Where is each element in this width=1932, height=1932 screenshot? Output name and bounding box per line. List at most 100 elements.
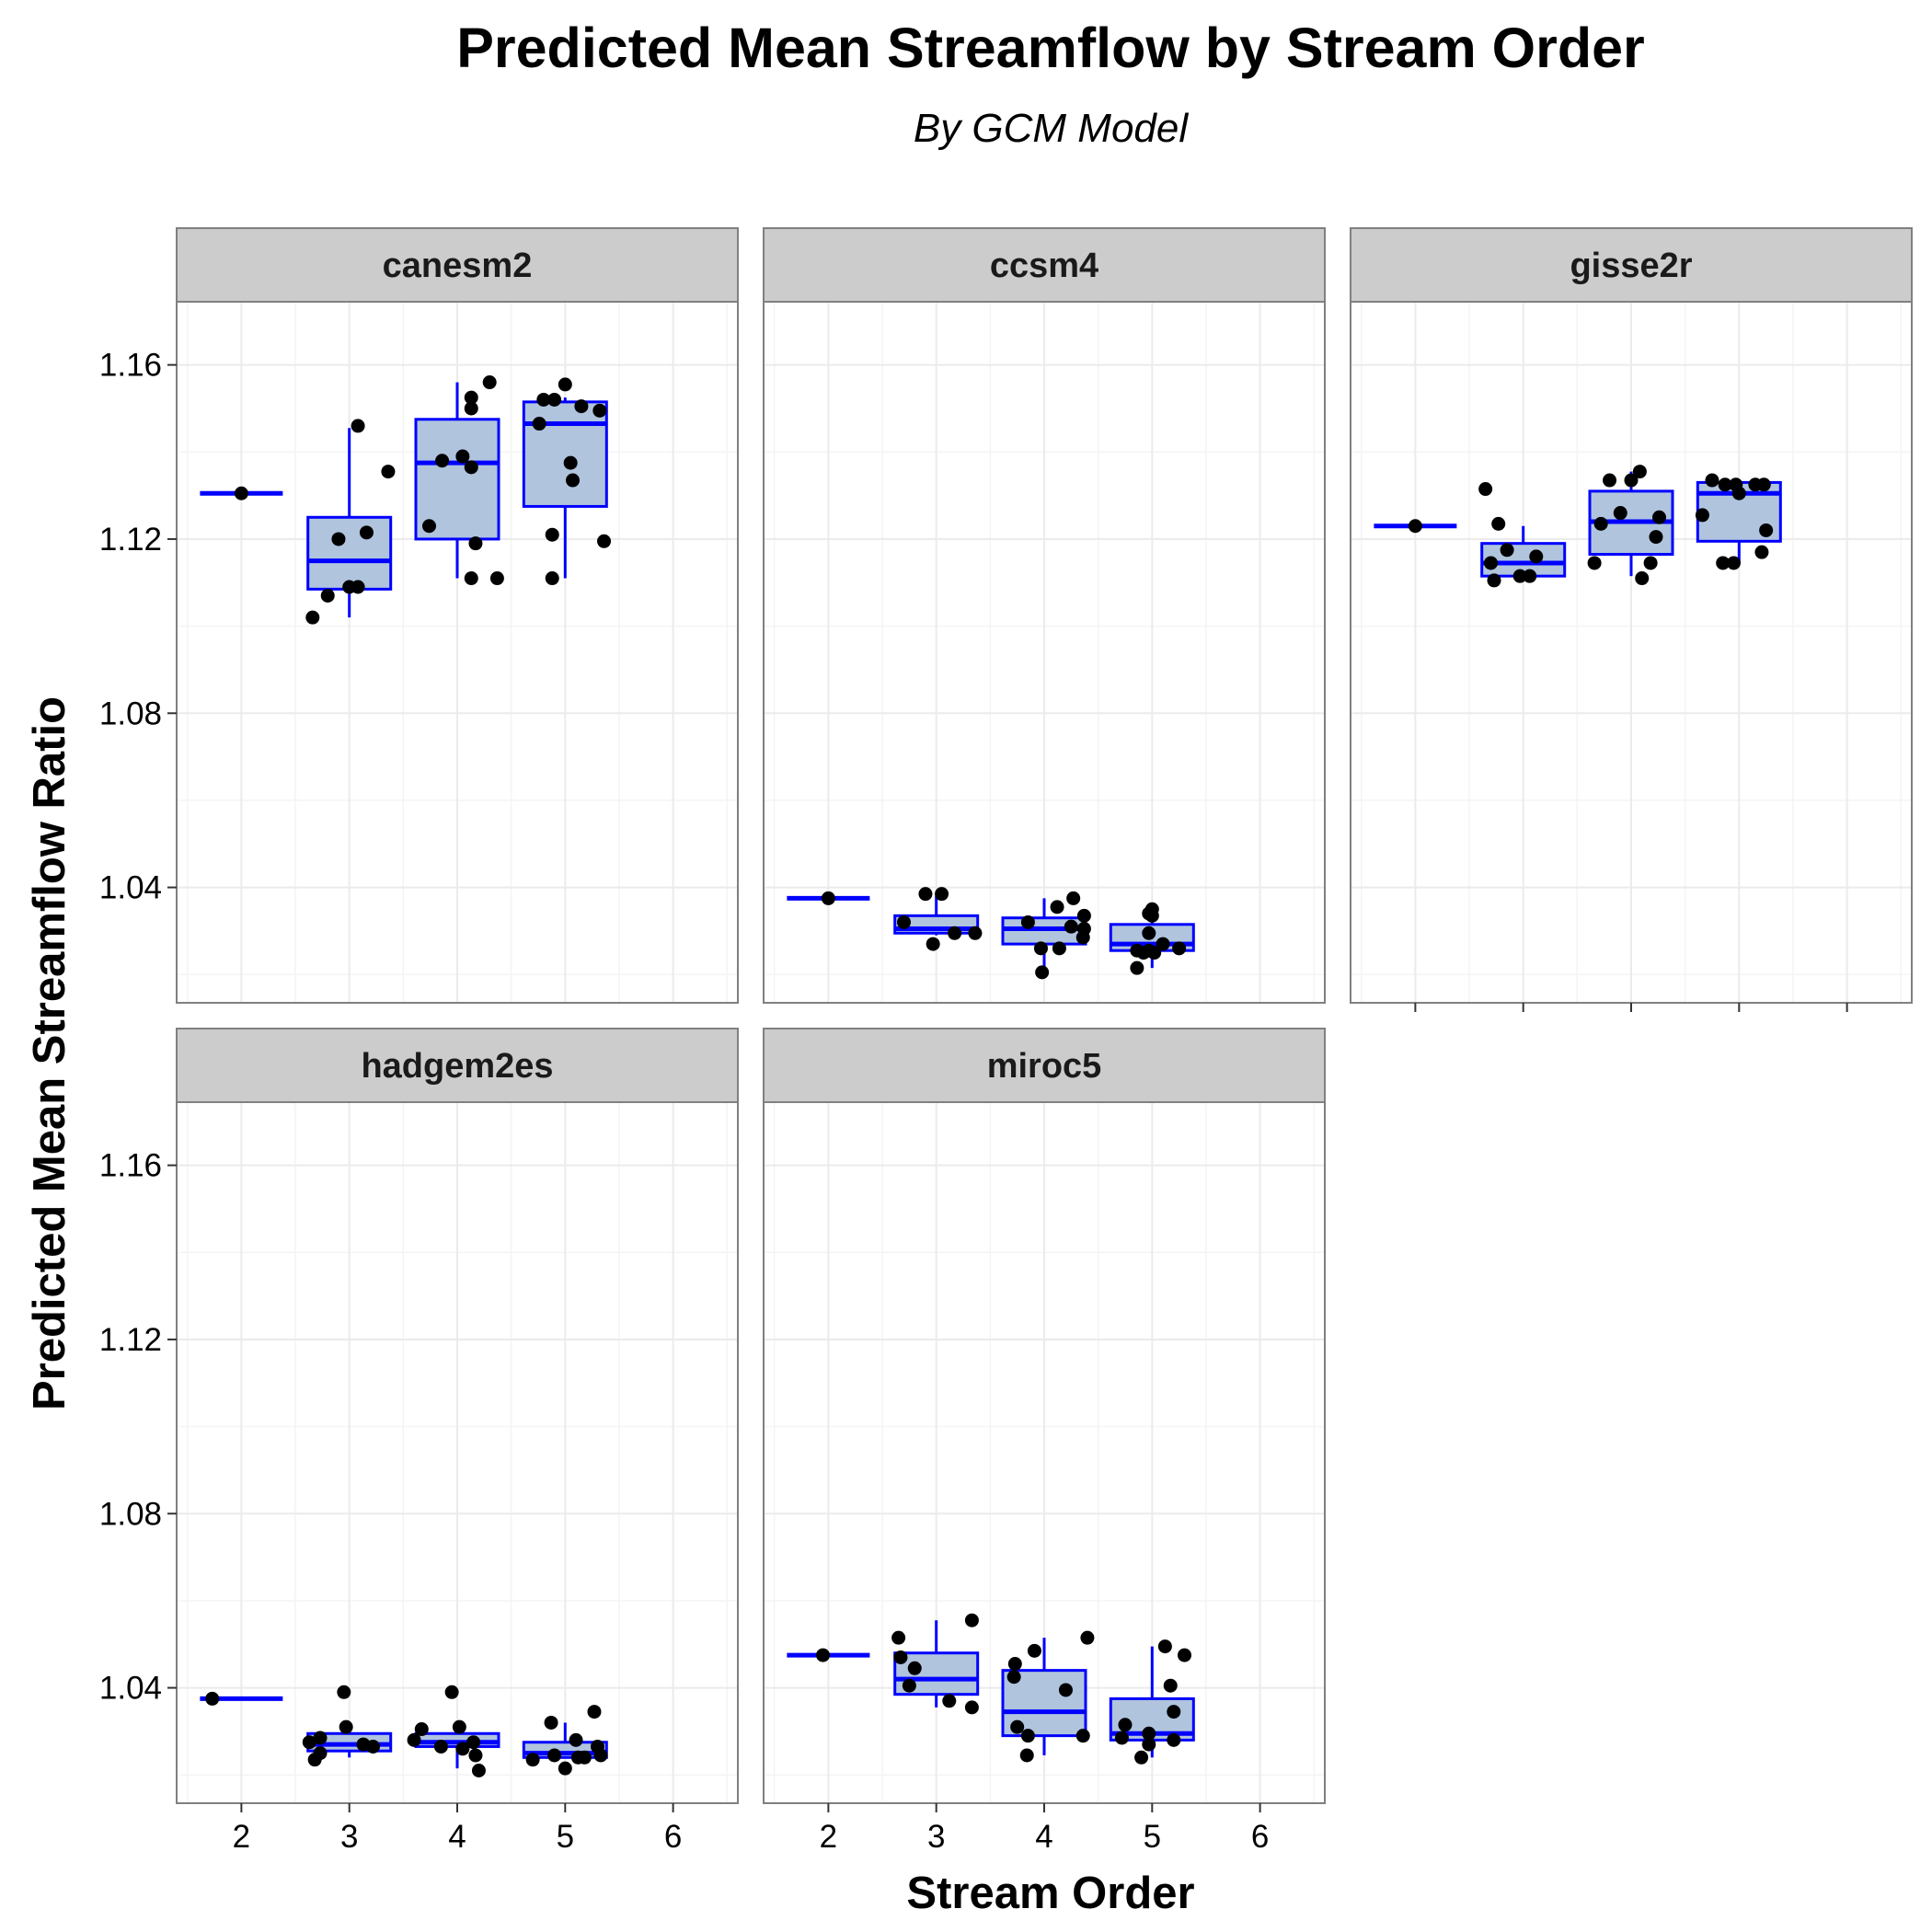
- data-point: [547, 392, 562, 407]
- data-point: [455, 1742, 470, 1756]
- data-point: [366, 1739, 380, 1754]
- data-point: [1705, 473, 1719, 488]
- x-tick-label: 6: [664, 1819, 682, 1855]
- data-point: [1167, 1705, 1181, 1719]
- data-point: [587, 1705, 602, 1719]
- y-tick-label: 1.12: [99, 1322, 162, 1358]
- data-point: [1020, 914, 1035, 929]
- data-point: [1523, 569, 1537, 583]
- data-point: [1157, 1639, 1172, 1654]
- data-point: [1632, 465, 1647, 479]
- facet-panels: canesm2 1.04 1.08 1.12 1.16 ccsm4 gisse2r hadge…: [99, 227, 1913, 1855]
- y-tick-label: 1.12: [99, 522, 162, 558]
- data-point: [545, 527, 559, 542]
- boxplot-canesm2-order-5: [522, 397, 608, 579]
- data-point: [1147, 946, 1162, 960]
- data-point: [593, 1748, 608, 1763]
- data-point: [1478, 482, 1493, 497]
- data-point: [569, 1732, 583, 1747]
- boxplot-canesm2-order-4: [414, 382, 500, 579]
- data-point: [1080, 1630, 1095, 1645]
- x-tick-label: 3: [927, 1819, 945, 1855]
- data-point: [1643, 556, 1658, 570]
- x-tick-label: 3: [340, 1819, 358, 1855]
- data-point: [1142, 1726, 1156, 1741]
- data-point: [1134, 1750, 1149, 1765]
- data-point: [1695, 508, 1709, 523]
- data-point: [1142, 906, 1156, 921]
- data-point: [414, 1722, 429, 1737]
- facet-strip-label: gisse2r: [1570, 247, 1692, 285]
- data-point: [816, 1648, 831, 1662]
- x-tick-label: 4: [448, 1819, 466, 1855]
- data-point: [455, 449, 470, 464]
- facet-strip-label: canesm2: [383, 247, 533, 285]
- data-point: [359, 525, 374, 540]
- data-point: [468, 1748, 483, 1763]
- data-point: [577, 1750, 592, 1765]
- x-tick-label: 2: [233, 1819, 250, 1855]
- data-point: [935, 887, 949, 902]
- x-tick-label: 5: [1144, 1819, 1161, 1855]
- data-point: [464, 571, 478, 586]
- data-point: [1512, 569, 1527, 583]
- data-point: [313, 1731, 328, 1745]
- x-axis-title: Stream Order: [906, 1869, 1194, 1918]
- data-point: [821, 891, 835, 905]
- panel-border: [763, 301, 1326, 1004]
- data-point: [435, 454, 450, 468]
- data-point: [1007, 1657, 1022, 1672]
- data-point: [1052, 941, 1066, 956]
- data-point: [558, 1761, 572, 1776]
- data-point: [1019, 1748, 1034, 1763]
- data-point: [1649, 530, 1663, 545]
- facet-panel-canesm2: canesm2 1.04 1.08 1.12 1.16: [99, 227, 739, 1004]
- y-tick-label: 1.04: [99, 1671, 162, 1707]
- data-point: [1635, 571, 1650, 586]
- data-point: [942, 1694, 957, 1708]
- data-point: [1716, 556, 1731, 570]
- y-tick-label: 1.04: [99, 870, 162, 906]
- data-point: [1624, 473, 1639, 488]
- data-point: [926, 937, 940, 951]
- data-point: [1058, 1683, 1073, 1697]
- facet-strip-label: hadgem2es: [361, 1047, 553, 1086]
- data-point: [1075, 1729, 1090, 1743]
- data-point: [1652, 510, 1666, 524]
- data-point: [1529, 549, 1544, 564]
- data-point: [1075, 930, 1090, 945]
- data-point: [964, 1700, 979, 1715]
- facet-strip: [1350, 227, 1913, 303]
- data-point: [1484, 556, 1498, 570]
- data-point: [948, 926, 962, 940]
- data-point: [1064, 919, 1078, 934]
- data-point: [563, 455, 578, 470]
- data-point: [1754, 545, 1769, 559]
- panel-border: [176, 301, 739, 1004]
- data-point: [1718, 477, 1732, 492]
- y-axis-title: Predicted Mean Streamflow Ratio: [25, 696, 75, 1410]
- data-point: [1178, 1648, 1191, 1662]
- data-point: [536, 392, 551, 407]
- x-tick-label: 4: [1035, 1819, 1052, 1855]
- data-point: [1731, 486, 1746, 500]
- facet-strip-label: miroc5: [987, 1047, 1102, 1086]
- data-point: [464, 390, 478, 405]
- data-point: [1172, 941, 1187, 956]
- data-point: [1756, 477, 1771, 492]
- data-point: [907, 1661, 922, 1675]
- data-point: [351, 580, 365, 594]
- data-point: [444, 1685, 459, 1699]
- data-point: [234, 486, 248, 500]
- data-point: [1167, 1732, 1181, 1747]
- data-point: [1726, 556, 1741, 570]
- facet-strip: [763, 1028, 1326, 1103]
- data-point: [1035, 965, 1050, 980]
- box-body: [522, 400, 608, 508]
- data-point: [331, 532, 346, 546]
- x-tick-label: 2: [820, 1819, 837, 1855]
- data-point: [1142, 1737, 1156, 1752]
- facet-strip-label: ccsm4: [990, 247, 1098, 285]
- data-point: [337, 1685, 351, 1699]
